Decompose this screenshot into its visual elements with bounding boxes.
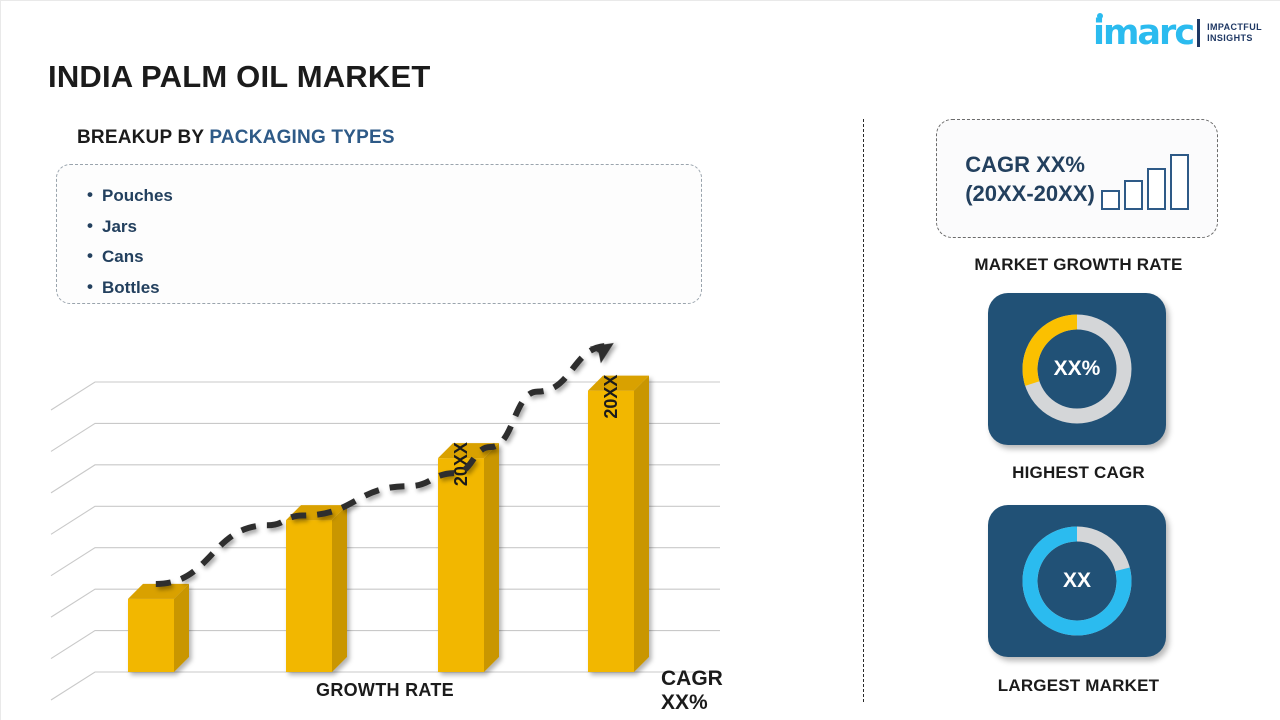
list-item: Bottles xyxy=(87,272,701,304)
bar-top xyxy=(588,375,649,391)
gridline xyxy=(50,671,720,701)
logo-wordmark: imarc xyxy=(1092,12,1195,53)
bar-chart-icon-bar xyxy=(1146,167,1166,210)
packaging-types-list: Pouches Jars Cans Bottles xyxy=(57,165,701,303)
bar-front xyxy=(286,520,332,672)
list-item: Pouches xyxy=(87,180,701,212)
trend-line xyxy=(155,343,609,587)
section-title-highlight: PACKAGING TYPES xyxy=(209,127,395,148)
logo-tagline: IMPACTFUL INSIGHTS xyxy=(1207,22,1262,45)
growth-rate-bar-chart: 20XX 20XX CAGR XX% xyxy=(48,326,768,716)
bar-chart-icon xyxy=(1100,153,1189,210)
gridline xyxy=(50,464,720,494)
gridline xyxy=(50,422,720,452)
page-title: INDIA PALM OIL MARKET xyxy=(48,59,431,94)
bar-side xyxy=(634,375,649,672)
gridline xyxy=(50,588,720,618)
largest-market-value: XX xyxy=(1062,569,1091,592)
gridline xyxy=(50,381,720,411)
bar xyxy=(588,375,649,672)
logo-wordmark-text: imarc xyxy=(1092,12,1195,53)
imarc-logo: imarc IMPACTFUL INSIGHTS xyxy=(1092,12,1262,53)
bar-front xyxy=(128,598,174,672)
panel-divider xyxy=(863,119,864,702)
largest-market-caption: LARGEST MARKET xyxy=(997,676,1160,695)
largest-market-donut xyxy=(1022,526,1132,636)
section-title-prefix: BREAKUP BY xyxy=(77,127,210,148)
highest-cagr-tile: XX% xyxy=(988,293,1166,445)
bar-label: 20XX xyxy=(601,375,621,419)
logo-tagline-line1: IMPACTFUL xyxy=(1207,21,1262,32)
donut-arc xyxy=(1022,526,1132,636)
list-item: Jars xyxy=(87,211,701,243)
gridline xyxy=(50,547,720,577)
logo-dot-icon xyxy=(1096,12,1103,19)
bar-chart-icon-bar xyxy=(1123,179,1143,210)
market-growth-rate-caption: MARKET GROWTH RATE xyxy=(974,255,1183,274)
gridline xyxy=(50,505,720,535)
bar xyxy=(286,505,347,672)
highest-cagr-caption: HIGHEST CAGR xyxy=(1012,463,1145,482)
bar-side xyxy=(332,505,347,672)
largest-market-tile: XX xyxy=(988,505,1166,657)
packaging-types-box: Pouches Jars Cans Bottles xyxy=(56,164,702,304)
right-panel: CAGR XX% (20XX-20XX) MARKET GROWTH RATE … xyxy=(881,119,1276,704)
chart-cagr-annotation: CAGR XX% xyxy=(661,667,723,714)
chart-bars: 20XX 20XX xyxy=(128,375,649,672)
market-growth-rate-box: CAGR XX% (20XX-20XX) xyxy=(936,119,1218,238)
logo-tagline-line2: INSIGHTS xyxy=(1207,33,1253,43)
bar-side xyxy=(484,443,499,672)
cagr-line1: CAGR XX% xyxy=(965,151,1085,177)
bar-chart-icon-bar xyxy=(1100,189,1120,210)
bar-chart-icon-bar xyxy=(1169,153,1189,210)
bar xyxy=(438,443,499,672)
list-item: Cans xyxy=(87,241,701,273)
bar-top xyxy=(128,583,189,599)
bar-side xyxy=(174,583,189,672)
chart-x-axis-label: GROWTH RATE xyxy=(316,680,454,700)
chart-trend-arrow xyxy=(155,343,614,587)
gridline xyxy=(50,630,720,660)
bar xyxy=(128,583,189,672)
logo-divider xyxy=(1197,19,1201,47)
chart-svg: 20XX 20XX xyxy=(50,343,720,701)
highest-cagr-value: XX% xyxy=(1053,357,1101,380)
highest-cagr-donut xyxy=(1022,314,1132,424)
bar-label: 20XX xyxy=(451,442,471,486)
chart-gridlines xyxy=(50,381,720,701)
section-title: BREAKUP BY PACKAGING TYPES xyxy=(77,127,395,149)
donut-arc xyxy=(1022,314,1078,386)
bar-front xyxy=(438,458,484,672)
trend-arrowhead xyxy=(589,343,614,364)
cagr-text: CAGR XX% (20XX-20XX) xyxy=(965,150,1095,208)
bar-front xyxy=(588,390,634,672)
cagr-line2: (20XX-20XX) xyxy=(965,180,1095,206)
